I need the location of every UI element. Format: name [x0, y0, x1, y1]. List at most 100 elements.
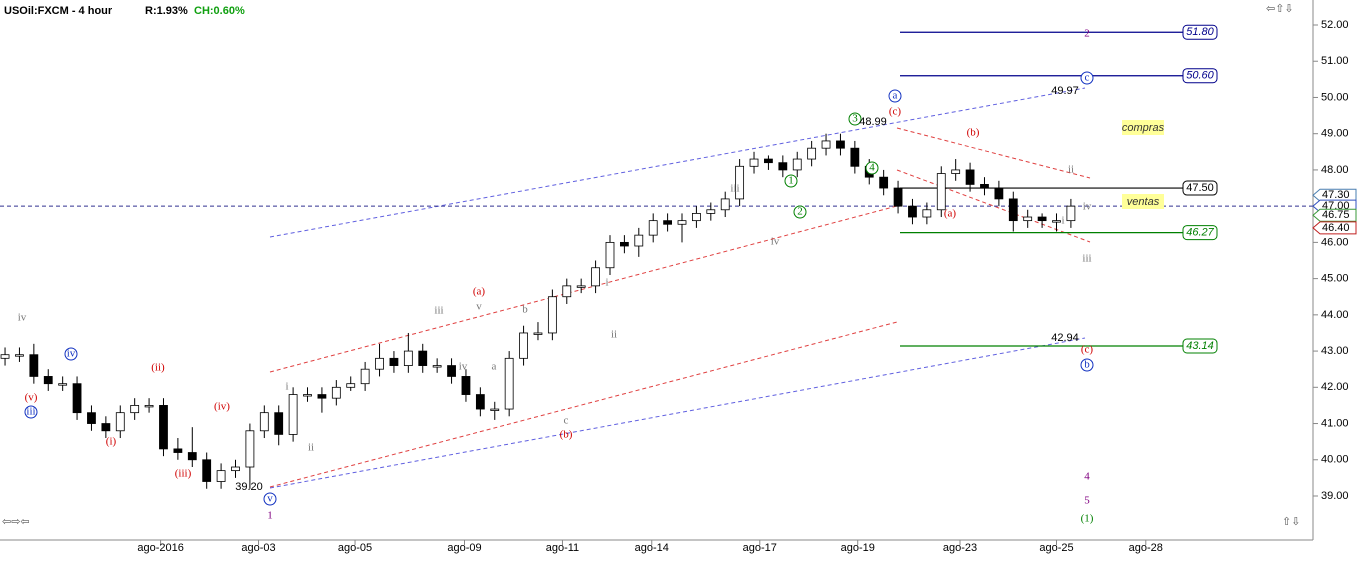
wave-label: (c)	[1081, 344, 1094, 356]
candle-body	[850, 147, 860, 167]
x-tick-label: ago-2016	[137, 542, 184, 554]
wave-label: a	[492, 361, 497, 373]
y-tick-label: 52.00	[1321, 19, 1349, 31]
candle-body	[447, 365, 456, 377]
wave-label: ii	[308, 442, 314, 454]
wave-circle	[793, 205, 807, 219]
trend-line	[269, 321, 898, 488]
wave-label: i	[1061, 215, 1064, 227]
scroll-up-down[interactable]: ⇧⇩	[1282, 516, 1300, 528]
x-tick-label: ago-28	[1129, 542, 1163, 554]
y-tick-label: 51.00	[1321, 55, 1349, 67]
level-box	[1182, 68, 1218, 84]
price-flag-label: 46.75	[1322, 209, 1350, 221]
candle-body	[15, 354, 24, 357]
change-text: CH:0.60%	[194, 5, 245, 17]
wave-label: 1	[267, 510, 273, 522]
candle-body	[403, 350, 413, 366]
candle-body	[159, 405, 168, 450]
wave-label: (iii)	[175, 468, 192, 480]
wave-label: b	[522, 304, 528, 316]
level-label: 50.60	[1186, 70, 1214, 82]
wave-circle	[865, 161, 879, 175]
x-tick-label: ago-23	[943, 542, 977, 554]
chart-title: USOil:FXCM - 4 hour	[4, 5, 113, 17]
price-flag-label: 46.40	[1322, 222, 1350, 234]
level-label: 46.27	[1186, 227, 1214, 239]
signal-label: ventas	[1127, 196, 1160, 208]
scroll-top[interactable]: ⇦⇧⇩	[1266, 3, 1294, 15]
candle-body	[360, 368, 370, 385]
wave-label: 4	[1084, 471, 1090, 483]
price-flag	[1312, 221, 1357, 235]
candle-body	[764, 158, 773, 164]
wave-label: iv	[18, 312, 27, 324]
wave-label: iii	[434, 305, 443, 317]
candle-body	[922, 209, 932, 218]
candle-body	[807, 147, 817, 160]
candle-body	[1008, 198, 1018, 222]
wave-label: 2	[1084, 28, 1090, 40]
x-tick-label: ago-19	[841, 542, 875, 554]
wave-label: 2	[797, 206, 803, 218]
wave-label: (c)	[889, 106, 902, 118]
x-tick-label: ago-17	[743, 542, 777, 554]
candle-body	[187, 452, 197, 461]
candle-body	[317, 394, 327, 399]
wave-label: (v)	[25, 392, 38, 404]
candle-body	[1037, 216, 1047, 222]
candle-body	[965, 169, 975, 185]
signal-label: compras	[1122, 122, 1165, 134]
level-label: 51.80	[1186, 26, 1214, 38]
candle-body	[1023, 216, 1033, 222]
wave-label: a	[893, 90, 898, 102]
trend-line	[269, 337, 1086, 489]
wave-label: (i)	[106, 436, 117, 448]
x-tick-label: ago-14	[635, 542, 669, 554]
level-label: 43.14	[1186, 340, 1214, 352]
candle-body	[29, 354, 39, 377]
candle-body	[375, 357, 384, 370]
candle-body	[605, 241, 615, 269]
candle-body	[980, 184, 989, 189]
range-text: R:1.93%	[145, 5, 188, 17]
candle-body	[43, 376, 53, 385]
wave-circle	[848, 112, 862, 126]
wave-label: 49.97	[1051, 85, 1079, 97]
candle-body	[72, 383, 82, 414]
candle-body	[0, 354, 10, 359]
wave-label: iv	[1083, 201, 1092, 213]
wave-label: (ii)	[151, 362, 165, 374]
scroll-icons[interactable]: ⇦⇨⇦ ⇧⇩ ⇦⇧⇩	[2, 3, 1300, 528]
candle-body	[936, 173, 946, 211]
wave-label: ii	[611, 329, 617, 341]
y-tick-label: 50.00	[1321, 91, 1349, 103]
candle-body	[1052, 220, 1061, 223]
wave-label: iii	[26, 406, 35, 418]
y-tick-label: 44.00	[1321, 309, 1349, 321]
wave-label: 42.94	[1051, 332, 1079, 344]
signal-box	[1122, 194, 1164, 209]
trend-line	[269, 205, 898, 373]
candle-body	[519, 332, 528, 359]
scroll-left[interactable]: ⇦⇨⇦	[2, 516, 30, 528]
trend-line	[896, 127, 1091, 179]
wave-label: ii	[1068, 164, 1074, 176]
candle-body	[893, 187, 903, 207]
y-tick-label: 40.00	[1321, 454, 1349, 466]
level-label: 47.50	[1186, 182, 1214, 194]
wave-label: (a)	[473, 286, 486, 298]
trend-line	[269, 87, 1086, 238]
wave-label: 5	[1084, 495, 1090, 507]
candle-body	[245, 430, 255, 468]
candle-body	[259, 412, 269, 432]
wave-label: c	[564, 415, 569, 427]
candle-body	[576, 285, 586, 288]
y-tick-label: 46.00	[1321, 236, 1349, 248]
candle-body	[87, 412, 96, 424]
x-tick-label: ago-11	[546, 542, 579, 554]
candle-body	[735, 165, 745, 200]
candle-body	[821, 140, 831, 149]
y-tick-label: 42.00	[1321, 381, 1349, 393]
